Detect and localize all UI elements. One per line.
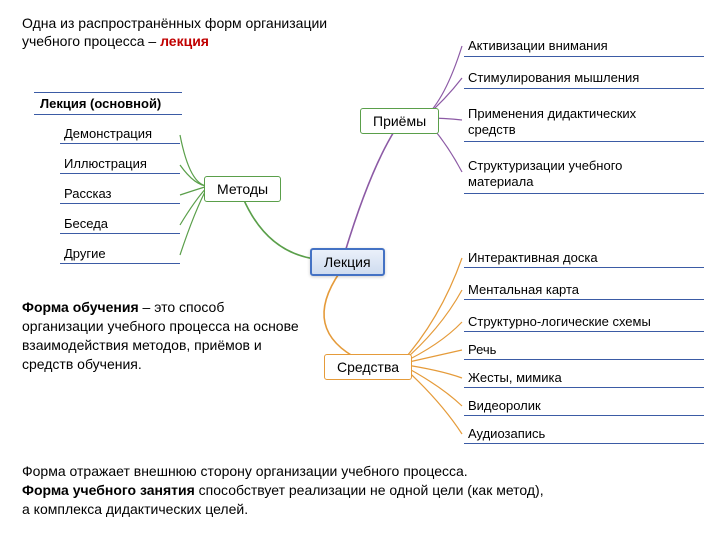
right-bottom-item: Аудиозапись: [464, 424, 704, 444]
title-accent: лекция: [160, 33, 209, 49]
definition-bold: Форма обучения: [22, 299, 139, 315]
definition-paragraph: Форма обучения – это способ организации …: [22, 298, 302, 374]
right-bottom-item: Видеоролик: [464, 396, 704, 416]
node-sredstva: Средства: [324, 354, 412, 380]
node-center-label: Лекция: [324, 254, 371, 270]
footer-l3: а комплекса дидактических целей.: [22, 501, 248, 517]
footer-paragraph: Форма отражает внешнюю сторону организац…: [22, 462, 702, 519]
node-methods-label: Методы: [217, 181, 268, 197]
right-bottom-item: Интерактивная доска: [464, 248, 704, 268]
footer-l2-bold: Форма учебного занятия: [22, 482, 195, 498]
footer-l2-rest: способствует реализации не одной цели (к…: [195, 482, 544, 498]
page-title: Одна из распространённых форм организаци…: [22, 14, 402, 50]
left-item: Другие: [60, 244, 180, 264]
left-item: Демонстрация: [60, 124, 180, 144]
node-priemy: Приёмы: [360, 108, 439, 134]
right-top-item: Стимулирования мышления: [464, 68, 704, 89]
right-bottom-item: Жесты, мимика: [464, 368, 704, 388]
node-methods: Методы: [204, 176, 281, 202]
left-item: Рассказ: [60, 184, 180, 204]
left-header: Лекция (основной): [34, 92, 182, 115]
right-bottom-item: Структурно-логические схемы: [464, 312, 704, 332]
right-bottom-item: Ментальная карта: [464, 280, 704, 300]
node-center: Лекция: [310, 248, 385, 276]
title-line2-prefix: учебного процесса –: [22, 33, 160, 49]
footer-l1: Форма отражает внешнюю сторону организац…: [22, 463, 468, 479]
node-priemy-label: Приёмы: [373, 113, 426, 129]
right-top-item: Применения дидактических средств: [464, 104, 704, 142]
title-line1: Одна из распространённых форм организаци…: [22, 15, 327, 31]
left-header-label: Лекция (основной): [40, 96, 161, 111]
node-sredstva-label: Средства: [337, 359, 399, 375]
right-top-item: Структуризации учебного материала: [464, 156, 704, 194]
left-item: Иллюстрация: [60, 154, 180, 174]
left-item: Беседа: [60, 214, 180, 234]
right-top-item: Активизации внимания: [464, 36, 704, 57]
right-bottom-item: Речь: [464, 340, 704, 360]
